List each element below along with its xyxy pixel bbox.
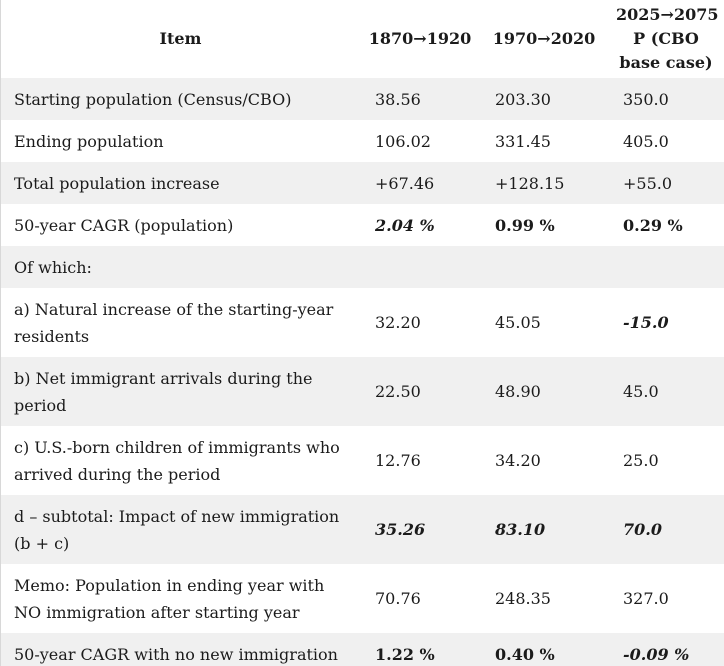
value-cell: 248.35: [495, 589, 551, 608]
row-label: Of which:: [14, 257, 92, 277]
table-row: Of which:: [1, 246, 724, 288]
row-label: Starting population (Census/CBO): [14, 89, 292, 109]
column-header-1870-1920: 1870→1920: [360, 0, 480, 78]
value-cell: 2.04 %: [375, 215, 435, 235]
table-row: Starting population (Census/CBO) 38.56 203…: [1, 78, 724, 120]
value-cell: 34.20: [495, 451, 541, 470]
value-cell: 331.45: [495, 131, 551, 151]
value-cell: -15.0: [623, 313, 669, 332]
row-label: Total population increase: [14, 173, 220, 193]
value-cell: 0.40 %: [495, 644, 555, 664]
table-row: 50-year CAGR (population) 2.04 % 0.99 % 0.2…: [1, 204, 724, 246]
value-cell: +128.15: [495, 173, 565, 193]
value-cell: 32.20: [375, 313, 421, 332]
table-row: Memo: Population in ending year with NO …: [1, 564, 724, 633]
column-header-1970-2020: 1970→2020: [480, 0, 608, 78]
value-cell: [608, 246, 724, 288]
row-label: b) Net immigrant arrivals during the per…: [14, 368, 313, 415]
row-label: Memo: Population in ending year with NO …: [14, 575, 325, 622]
value-cell: [360, 246, 480, 288]
value-cell: 350.0: [623, 89, 669, 109]
row-label: 50-year CAGR (population): [14, 215, 234, 235]
value-cell: 45.05: [495, 313, 541, 332]
table-row: b) Net immigrant arrivals during the per…: [1, 357, 724, 426]
header-row: Item 1870→1920 1970→2020 2025→2075 P (CB…: [1, 0, 724, 78]
value-cell: 0.99 %: [495, 215, 555, 235]
value-cell: 327.0: [623, 589, 669, 608]
table-row: c) U.S.-born children of immigrants who …: [1, 426, 724, 495]
row-label: a) Natural increase of the starting-year…: [14, 299, 334, 346]
table-row: Ending population 106.02 331.45 405.0: [1, 120, 724, 162]
value-cell: 70.0: [623, 520, 662, 539]
value-cell: 203.30: [495, 89, 551, 109]
value-cell: 83.10: [495, 520, 546, 539]
value-cell: [480, 246, 608, 288]
row-label: c) U.S.-born children of immigrants who …: [14, 437, 340, 484]
value-cell: 38.56: [375, 89, 421, 109]
value-cell: 405.0: [623, 131, 669, 151]
value-cell: 70.76: [375, 589, 421, 608]
value-cell: +67.46: [375, 173, 435, 193]
value-cell: 12.76: [375, 451, 421, 470]
value-cell: -0.09 %: [623, 644, 690, 664]
value-cell: 25.0: [623, 451, 659, 470]
table-row: Total population increase +67.46 +128.15 +5…: [1, 162, 724, 204]
value-cell: 48.90: [495, 382, 541, 401]
value-cell: 106.02: [375, 131, 431, 151]
value-cell: 1.22 %: [375, 644, 435, 664]
column-header-item: Item: [1, 0, 360, 78]
table-header: Item 1870→1920 1970→2020 2025→2075 P (CB…: [1, 0, 724, 78]
row-label: 50-year CAGR with no new immigration: [14, 644, 338, 664]
value-cell: 22.50: [375, 382, 421, 401]
value-cell: 35.26: [375, 520, 426, 539]
value-cell: 0.29 %: [623, 215, 683, 235]
row-label: Ending population: [14, 131, 164, 151]
table-row: 50-year CAGR with no new immigration 1.22…: [1, 633, 724, 666]
table-row: a) Natural increase of the starting-year…: [1, 288, 724, 357]
value-cell: 45.0: [623, 382, 659, 401]
row-label: d – subtotal: Impact of new immigration …: [14, 506, 340, 553]
column-header-2025-2075: 2025→2075 P (CBO base case): [608, 0, 724, 78]
value-cell: +55.0: [623, 173, 673, 193]
table-row: d – subtotal: Impact of new immigration …: [1, 495, 724, 564]
table-body: Starting population (Census/CBO) 38.56 203…: [1, 78, 724, 666]
